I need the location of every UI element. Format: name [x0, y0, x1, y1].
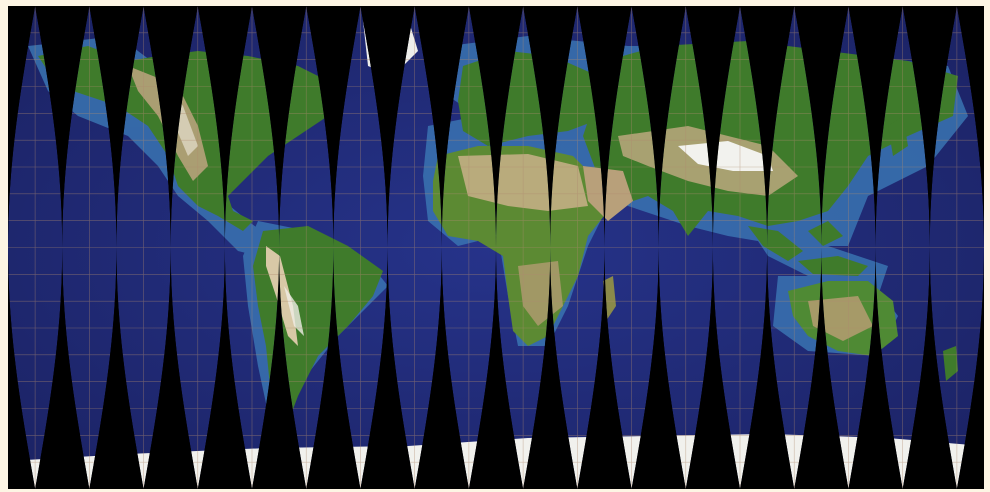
gore-gap-top: [740, 6, 795, 248]
gore-gap-bottom: [848, 247, 903, 489]
gore-gap-top: [631, 6, 686, 248]
gore-gap-top: [577, 6, 632, 248]
gore-gap-top: [306, 6, 361, 248]
gore-gap-bottom: [360, 247, 415, 489]
gore-gap-bottom: [143, 247, 198, 489]
gore-gap-bottom: [468, 247, 524, 489]
gore-gap-bottom: [794, 247, 849, 489]
gore-gap-top: [143, 6, 198, 248]
gore-gap-bottom: [306, 247, 361, 489]
gore-gap-bottom: [631, 247, 686, 489]
world-map: [8, 6, 984, 489]
gore-gap-bottom: [577, 247, 632, 489]
gore-gap-bottom: [197, 247, 252, 489]
gore-gap-bottom: [414, 247, 469, 489]
world-map-frame: [8, 6, 984, 489]
gore-gap-bottom: [35, 247, 90, 489]
gore-gap-top: [414, 6, 469, 248]
gore-gap-top: [902, 6, 957, 248]
gore-gap-bottom: [523, 247, 578, 489]
gore-gap-top: [794, 6, 849, 248]
gore-gap-bottom: [902, 247, 957, 489]
gore-gap-top: [685, 6, 740, 248]
gore-gap-top: [360, 6, 415, 248]
gore-gap-top: [8, 6, 36, 248]
gore-interruptions: [8, 6, 984, 489]
gore-gap-top: [197, 6, 252, 248]
gore-gap-top: [848, 6, 903, 248]
tibet-plateau: [678, 141, 773, 171]
gore-gap-bottom: [685, 247, 740, 489]
gore-gap-top: [35, 6, 90, 248]
gore-gap-top: [252, 6, 307, 248]
gore-gap-bottom: [252, 247, 307, 489]
gore-gap-bottom: [8, 247, 36, 489]
gore-gap-bottom: [89, 247, 144, 489]
gore-gap-bottom: [740, 247, 795, 489]
gore-gap-bottom: [956, 247, 984, 489]
gore-gap-top: [468, 6, 524, 248]
gore-gap-top: [89, 6, 144, 248]
gore-gap-top: [956, 6, 984, 248]
gore-gap-top: [523, 6, 578, 248]
